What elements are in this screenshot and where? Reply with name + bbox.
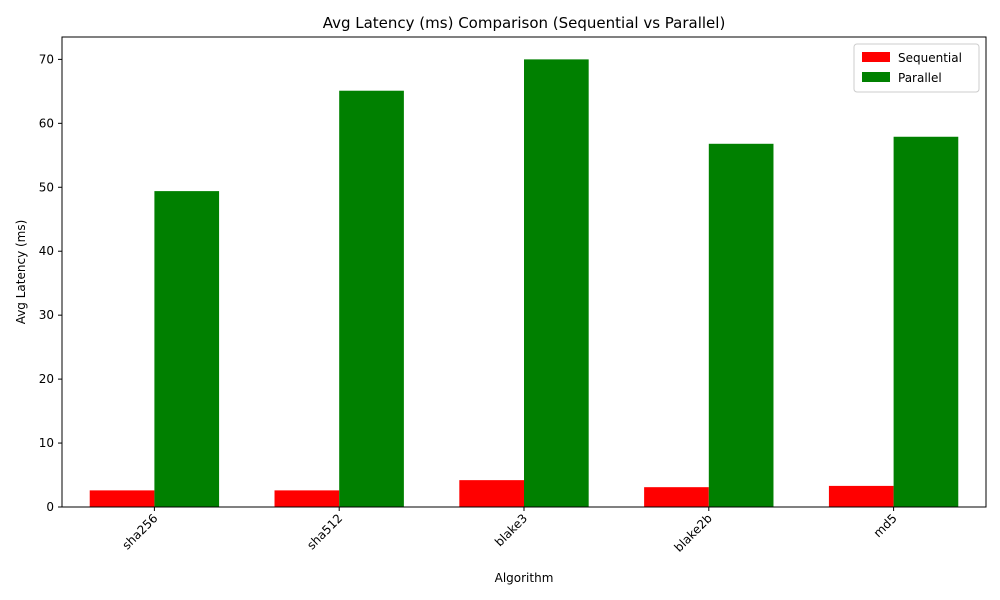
y-tick-label: 20 <box>39 372 54 386</box>
bar-parallel-blake3 <box>524 59 589 507</box>
bar-sequential-sha512 <box>274 490 340 507</box>
legend-swatch-parallel <box>862 72 890 82</box>
bars-group <box>89 59 959 508</box>
y-tick-label: 50 <box>39 180 54 194</box>
legend: Sequential Parallel <box>853 43 980 93</box>
x-tick-label: sha512 <box>304 511 345 552</box>
legend-label-sequential: Sequential <box>898 51 962 65</box>
bar-parallel-blake2b <box>708 143 774 507</box>
x-tick-label: blake3 <box>492 511 530 549</box>
x-tick-label: sha256 <box>119 511 160 552</box>
chart-title: Avg Latency (ms) Comparison (Sequential … <box>323 14 726 32</box>
bar-sequential-sha256 <box>89 490 155 507</box>
y-axis-label: Avg Latency (ms) <box>14 220 28 325</box>
bar-sequential-blake3 <box>459 480 524 507</box>
plot-frame <box>61 36 987 508</box>
y-ticks: 0 10 20 30 40 50 60 70 <box>39 52 62 514</box>
bar-parallel-md5 <box>893 136 959 507</box>
x-ticks: sha256 sha512 blake3 blake2b md5 <box>119 507 900 555</box>
y-tick-label: 40 <box>39 244 54 258</box>
y-tick-label: 10 <box>39 436 54 450</box>
bar-sequential-md5 <box>828 485 894 507</box>
y-tick-label: 60 <box>39 116 54 130</box>
x-tick-label: blake2b <box>671 511 714 554</box>
y-tick-label: 0 <box>46 500 54 514</box>
bar-sequential-blake2b <box>644 487 709 507</box>
x-axis-label: Algorithm <box>495 571 554 585</box>
bar-parallel-sha512 <box>339 90 404 507</box>
y-tick-label: 70 <box>39 52 54 66</box>
x-tick-label: md5 <box>871 511 900 540</box>
bar-parallel-sha256 <box>154 191 220 508</box>
legend-label-parallel: Parallel <box>898 71 942 85</box>
legend-swatch-sequential <box>862 52 890 62</box>
y-tick-label: 30 <box>39 308 54 322</box>
